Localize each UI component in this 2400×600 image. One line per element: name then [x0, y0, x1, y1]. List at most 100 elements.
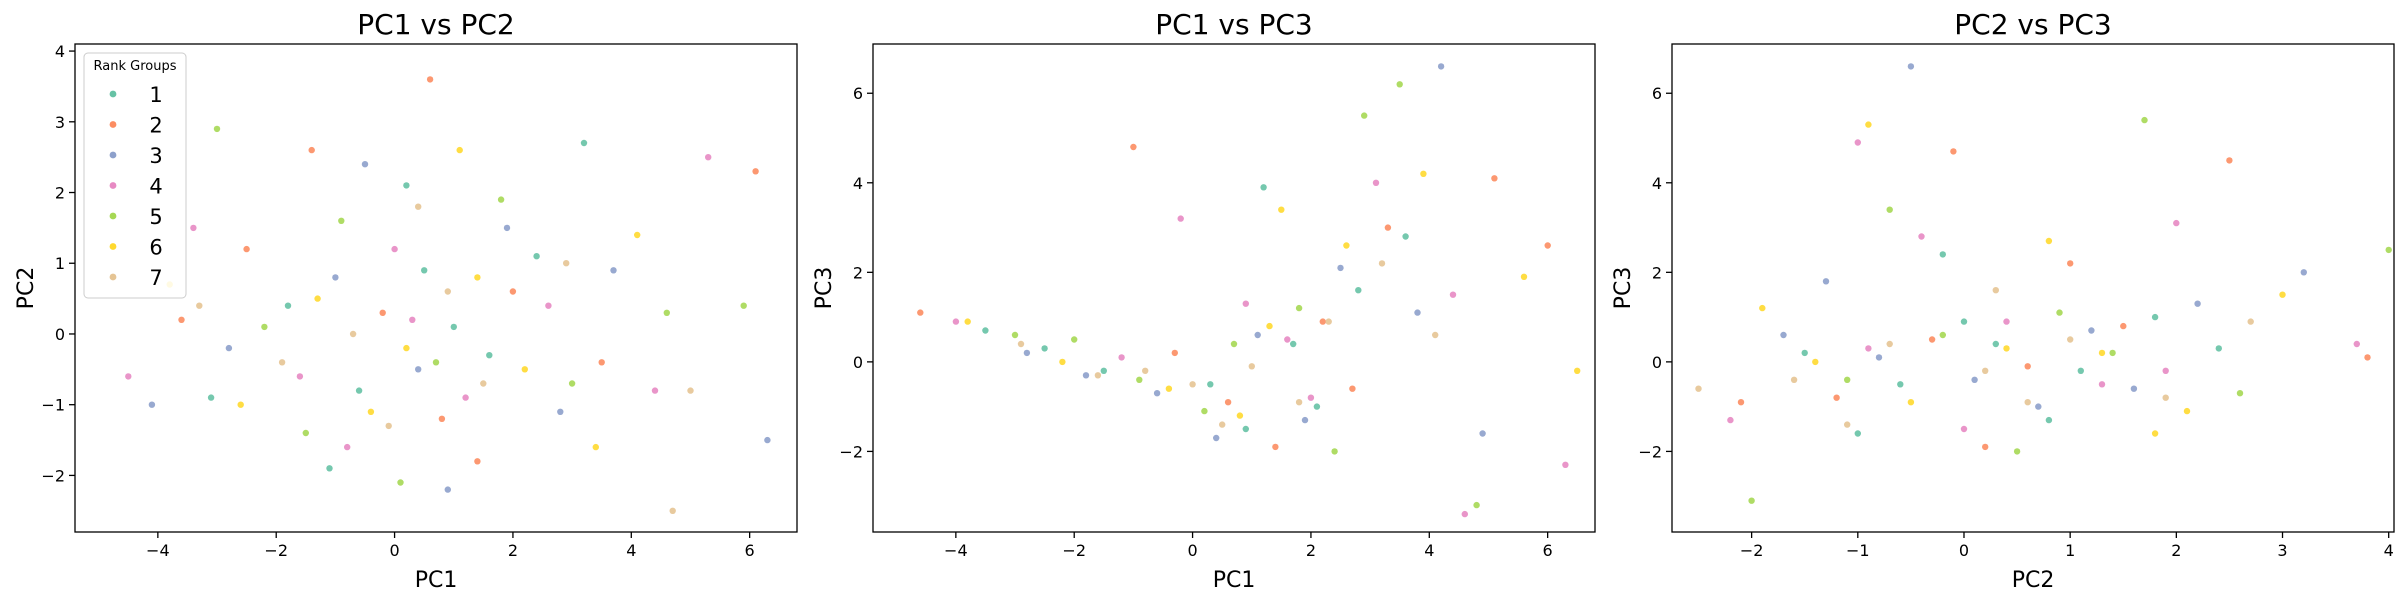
data-point-series-4	[1854, 139, 1862, 146]
data-point-series-4	[1118, 354, 1125, 361]
data-point-series-1	[1242, 425, 1250, 433]
data-point-series-3	[764, 436, 771, 444]
data-point-series-4	[296, 373, 304, 380]
data-point-series-1	[1313, 403, 1321, 410]
data-point-series-6	[2151, 430, 2159, 437]
chart-title: PC1 vs PC2	[357, 8, 514, 41]
legend: Rank Groups 1 2 3 4 5 6 7	[83, 52, 187, 299]
data-point-series-4	[651, 387, 659, 394]
data-point-series-5	[1331, 448, 1338, 455]
data-point-series-5	[338, 217, 345, 224]
data-point-series-7	[196, 302, 203, 309]
legend-label-3: 3	[149, 144, 162, 168]
x-tick-label: −2	[1740, 541, 1764, 560]
data-point-series-1	[326, 465, 333, 472]
data-point-series-2	[474, 458, 481, 465]
data-point-series-2	[1130, 143, 1137, 151]
data-point-series-5	[302, 429, 309, 437]
data-point-series-5	[2109, 349, 2116, 357]
data-point-series-2	[2024, 363, 2031, 370]
data-point-series-5	[2141, 116, 2148, 124]
data-point-series-1	[1207, 381, 1214, 388]
data-point-series-6	[456, 146, 463, 154]
data-point-series-4	[125, 373, 132, 380]
points-layer	[125, 76, 771, 514]
data-point-series-7	[1378, 260, 1386, 267]
data-point-series-1	[1355, 287, 1362, 294]
data-point-series-2	[1928, 336, 1936, 343]
data-point-series-7	[1142, 367, 1149, 374]
data-point-series-6	[2183, 407, 2191, 415]
data-point-series-7	[278, 359, 286, 366]
y-tick-label: 6	[853, 84, 863, 103]
y-tick-label: 6	[1652, 84, 1662, 103]
data-point-series-1	[2151, 313, 2159, 321]
data-point-series-3	[2035, 403, 2042, 410]
data-point-series-1	[1960, 318, 1968, 325]
data-point-series-7	[444, 288, 451, 295]
data-point-series-4	[705, 154, 712, 161]
data-point-series-5	[213, 125, 221, 133]
data-point-series-6	[1907, 399, 1915, 406]
chart-panel-1: −4 −2 0 2 4 6 −2 −1 0 1 2 3 4 PC1 vs PC2 PC1 PC2 Rank Gr…	[14, 8, 798, 593]
x-tick-label: 2	[1306, 541, 1316, 560]
y-tick-label: 2	[55, 184, 65, 203]
data-point-series-3	[1337, 264, 1344, 272]
data-point-series-4	[1307, 394, 1315, 401]
legend-label-6: 6	[149, 236, 162, 260]
data-point-series-4	[1461, 510, 1469, 518]
legend-box	[83, 52, 187, 299]
data-point-series-2	[2067, 260, 2074, 267]
data-point-series-1	[580, 139, 588, 147]
legend-marker-6	[109, 243, 117, 250]
data-point-series-1	[207, 394, 215, 401]
data-point-series-6	[2045, 237, 2053, 245]
data-point-series-4	[1727, 416, 1734, 424]
data-point-series-7	[1695, 385, 1702, 392]
data-point-series-6	[1420, 170, 1427, 177]
data-point-series-7	[1189, 381, 1196, 388]
data-point-series-3	[557, 408, 564, 415]
plot-frame	[74, 43, 798, 533]
data-point-series-5	[2056, 309, 2063, 316]
data-point-series-4	[190, 224, 197, 232]
data-point-series-4	[1918, 233, 1925, 240]
y-tick-label: −2	[839, 442, 863, 461]
data-point-series-6	[314, 295, 321, 302]
y-tick-label: −1	[41, 396, 65, 415]
data-point-series-7	[1992, 287, 2000, 294]
data-point-series-6	[1165, 385, 1173, 392]
data-point-series-4	[545, 302, 552, 309]
data-point-series-4	[2353, 340, 2360, 348]
data-point-series-6	[592, 443, 599, 451]
data-point-series-6	[964, 318, 971, 325]
data-point-series-5	[1886, 206, 1893, 213]
data-point-series-3	[1023, 349, 1031, 357]
data-point-series-7	[669, 507, 676, 514]
data-point-series-5	[432, 359, 440, 366]
data-point-series-3	[1437, 63, 1445, 70]
x-tick-label: 6	[1543, 541, 1553, 560]
x-tick-label: 0	[1187, 541, 1197, 560]
data-point-series-1	[2215, 345, 2222, 352]
data-point-series-7	[2067, 336, 2074, 343]
data-point-series-7	[2024, 399, 2031, 406]
data-point-series-2	[2364, 354, 2371, 361]
legend-marker-4	[109, 182, 117, 189]
x-tick-label: −2	[264, 541, 288, 560]
data-point-series-7	[1790, 376, 1798, 383]
data-point-series-7	[385, 422, 392, 430]
data-point-series-1	[2077, 367, 2084, 374]
data-point-series-2	[426, 76, 434, 83]
y-tick-label: 0	[55, 325, 65, 344]
data-point-series-7	[1982, 367, 1989, 374]
data-point-series-7	[1295, 399, 1303, 406]
legend-title: Rank Groups	[94, 59, 177, 74]
data-point-series-2	[598, 359, 605, 366]
data-point-series-3	[415, 366, 422, 373]
y-tick-label: 0	[853, 353, 863, 372]
data-point-series-3	[1301, 416, 1309, 424]
data-point-series-1	[533, 253, 540, 260]
data-point-series-6	[1236, 412, 1244, 419]
data-point-series-7	[1017, 340, 1025, 348]
